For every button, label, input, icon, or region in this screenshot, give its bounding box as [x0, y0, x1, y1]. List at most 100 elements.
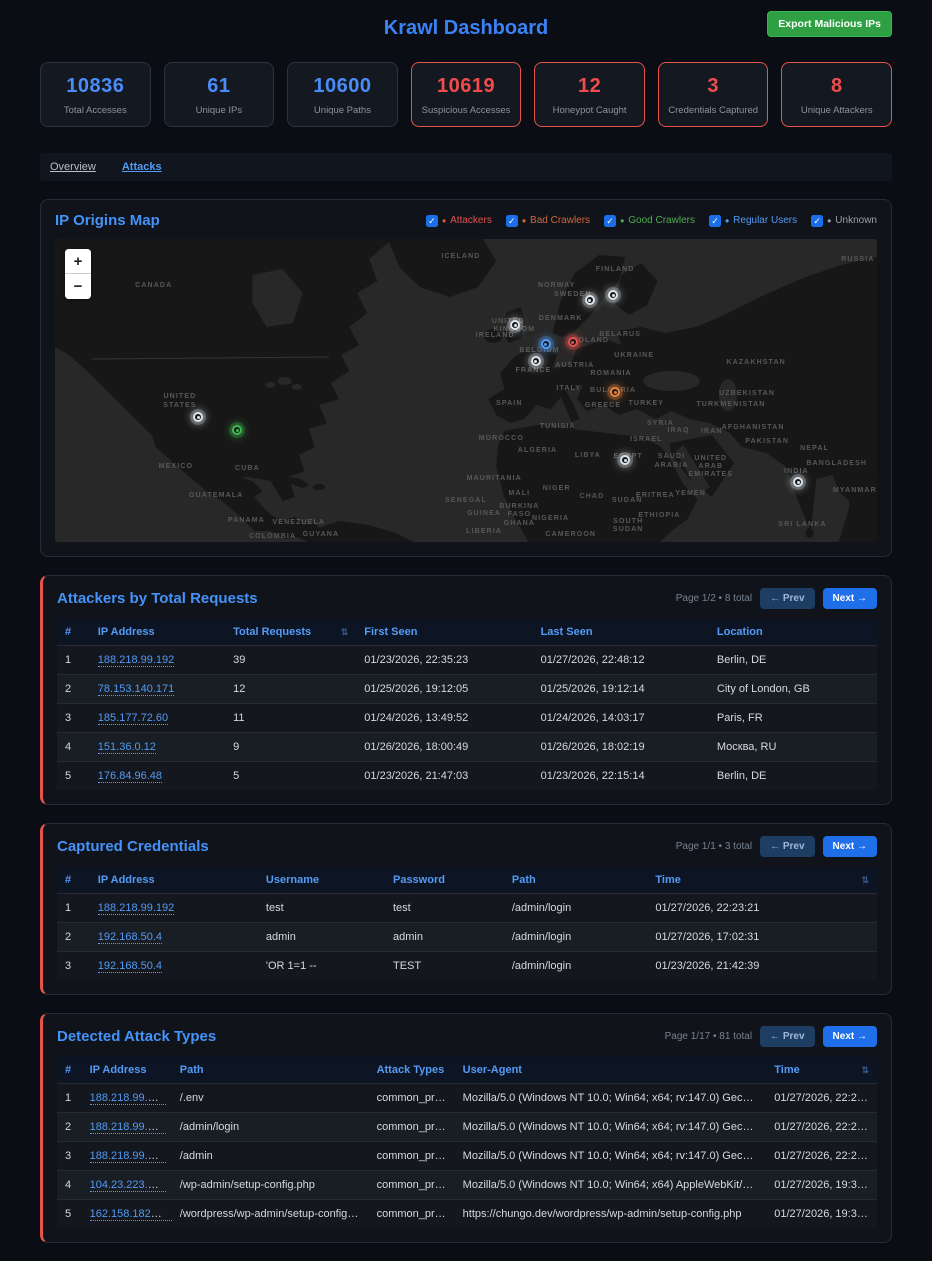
map-country-labels: CANADA UNITED STATES MEXICO CUBA GUATEMALA PAN… [135, 253, 876, 540]
tab-attacks[interactable]: Attacks [121, 161, 162, 173]
map-label-india: INDIA [784, 468, 809, 475]
zoom-in-button[interactable]: + [65, 249, 91, 274]
table-row: 4 104.23.223.128/wp-admin/setup-config.ph… [57, 1170, 877, 1200]
cell-password: admin [384, 922, 504, 952]
map-label-italy: ITALY [556, 385, 581, 392]
map-marker-icon[interactable] [793, 477, 804, 487]
border-us-canada [91, 356, 330, 360]
landmass-italy [561, 387, 580, 422]
column-header-path[interactable]: Path [171, 1057, 369, 1084]
legend-checkbox-unknown[interactable]: ✓ [811, 214, 824, 227]
data-table-captured-credentials: # IP Address Username Password Path Time ⇅ 1 188… [57, 867, 877, 980]
cell-last-seen: 01/24/2026, 14:03:17 [532, 703, 709, 733]
legend-item-good-crawlers: ✓ • Good Crawlers [604, 214, 695, 227]
sort-icon[interactable]: ⇅ [340, 627, 349, 637]
zoom-out-button[interactable]: − [65, 274, 91, 299]
column-header-[interactable]: # [57, 619, 90, 646]
column-header-location[interactable]: Location [708, 619, 877, 646]
tab-overview[interactable]: Overview [50, 161, 96, 173]
marker-dot [611, 293, 615, 297]
map-marker-icon[interactable] [608, 290, 619, 300]
cell-time: 01/27/2026, 22:26:11 [766, 1083, 877, 1113]
stat-value: 61 [207, 75, 231, 97]
column-header-path[interactable]: Path [503, 867, 648, 894]
cell-ip-address: 162.158.182.104 [81, 1199, 172, 1228]
map-label-sudan: SUDAN [612, 497, 643, 504]
column-header-last-seen[interactable]: Last Seen [532, 619, 709, 646]
ip-link[interactable]: 188.218.99.192 [89, 1121, 167, 1134]
map-label-arabia: ARABIA [654, 462, 688, 469]
cell-user-agent: https://chungo.dev/wordpress/wp-admin/se… [454, 1199, 767, 1228]
cell-total-requests: 5 [225, 761, 357, 790]
ip-link[interactable]: 192.168.50.4 [97, 960, 163, 973]
map-marker-icon[interactable] [510, 320, 521, 330]
map-marker-icon[interactable] [193, 412, 204, 422]
table-head: # IP Address Total Requests ⇅ First Seen Last… [57, 619, 877, 646]
legend-checkbox-regular-users[interactable]: ✓ [708, 214, 721, 227]
legend-checkbox-bad-crawlers[interactable]: ✓ [505, 214, 518, 227]
ip-link[interactable]: 151.36.0.12 [97, 741, 156, 754]
column-header-username[interactable]: Username [257, 867, 385, 894]
next-page-button[interactable]: Next → [822, 836, 877, 857]
map-marker-icon[interactable] [530, 356, 541, 366]
column-header-password[interactable]: Password [384, 867, 504, 894]
prev-page-button[interactable]: ← Prev [760, 836, 815, 857]
map-label-saudi: SAUDI [658, 453, 685, 460]
column-header-attack-types[interactable]: Attack Types [368, 1057, 455, 1084]
cell-username: admin [257, 922, 385, 952]
world-map[interactable]: CANADA UNITED STATES MEXICO CUBA GUATEMALA PAN… [55, 239, 877, 542]
ip-link[interactable]: 185.177.72.60 [97, 712, 169, 725]
cell-location: Москва, RU [708, 732, 877, 762]
legend-bullet-icon: • [521, 213, 527, 228]
cell-: 2 [57, 922, 90, 952]
map-label-ethiopia: ETHIOPIA [638, 512, 680, 519]
cell-: 2 [57, 1112, 82, 1142]
ip-link[interactable]: 104.23.223.128 [89, 1179, 167, 1192]
sort-icon[interactable]: ⇅ [861, 1065, 869, 1075]
map-marker-icon[interactable] [610, 387, 621, 397]
map-label-spain: SPAIN [496, 400, 523, 407]
column-header-ip-address[interactable]: IP Address [89, 867, 258, 894]
map-marker-icon[interactable] [584, 295, 595, 305]
next-page-button[interactable]: Next → [822, 1026, 877, 1047]
table-panel-header: Detected Attack Types Page 1/17 • 81 tota… [57, 1026, 877, 1047]
map-marker-icon[interactable] [567, 337, 578, 347]
legend-checkbox-good-crawlers[interactable]: ✓ [604, 214, 617, 227]
column-header-first-seen[interactable]: First Seen [356, 619, 533, 646]
map-label-nigeria: NIGERIA [532, 515, 569, 522]
pagination: Page 1/1 • 3 total ← Prev Next → [676, 836, 877, 857]
ip-link[interactable]: 188.218.99.192 [97, 902, 175, 915]
column-header-[interactable]: # [57, 1057, 82, 1084]
legend-checkbox-attackers[interactable]: ✓ [425, 214, 438, 227]
export-malicious-ips-button[interactable]: Export Malicious IPs [767, 11, 892, 37]
cell-first-seen: 01/23/2026, 22:35:23 [356, 645, 533, 675]
map-marker-icon[interactable] [620, 455, 631, 465]
cell-: 2 [57, 674, 90, 704]
column-header-ip-address[interactable]: IP Address [89, 619, 226, 646]
ip-link[interactable]: 188.218.99.192 [89, 1092, 167, 1105]
legend-item-regular-users: ✓ • Regular Users [708, 214, 797, 227]
table-row: 1 188.218.99.192 39 01/23/2026, 22:35:23 01/… [57, 645, 877, 675]
map-marker-icon[interactable] [540, 339, 551, 349]
sort-icon[interactable]: ⇅ [861, 875, 869, 885]
cell-location: Paris, FR [708, 703, 877, 733]
column-header-total-requests[interactable]: Total Requests ⇅ [225, 619, 357, 646]
column-header-ip-address[interactable]: IP Address [81, 1057, 172, 1084]
map-marker-icon[interactable] [232, 425, 243, 435]
section-attackers-by-total-requests: Attackers by Total Requests Page 1/2 • 8 … [40, 575, 892, 805]
prev-page-button[interactable]: ← Prev [760, 1026, 815, 1047]
ip-link[interactable]: 192.168.50.4 [97, 931, 163, 944]
ip-link[interactable]: 188.218.99.192 [89, 1150, 167, 1163]
ip-link[interactable]: 78.153.140.171 [97, 683, 175, 696]
ip-link[interactable]: 176.84.96.48 [97, 770, 163, 783]
ip-link[interactable]: 188.218.99.192 [97, 654, 175, 667]
column-header-[interactable]: # [57, 867, 90, 894]
column-header-user-agent[interactable]: User-Agent [454, 1057, 767, 1084]
map-label-sri-lanka: SRI LANKA [778, 521, 826, 528]
column-header-time[interactable]: Time ⇅ [766, 1057, 877, 1084]
map-label-russia: RUSSIA [841, 256, 874, 263]
next-page-button[interactable]: Next → [822, 588, 877, 609]
map-label-belarus: BELARUS [599, 331, 641, 338]
column-header-time[interactable]: Time ⇅ [647, 867, 877, 894]
prev-page-button[interactable]: ← Prev [760, 588, 815, 609]
